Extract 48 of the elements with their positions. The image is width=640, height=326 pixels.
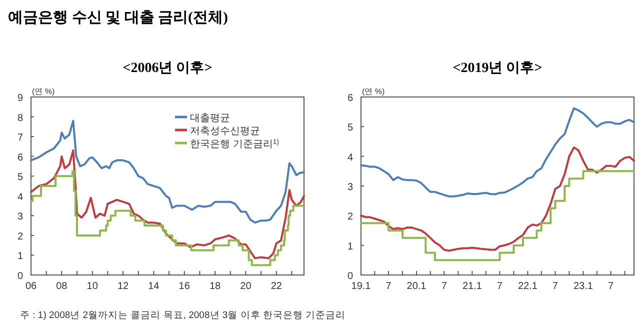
line-series [30,149,305,260]
x-tick-label: 7 [441,281,448,292]
y-tick-label: 2 [347,212,354,223]
x-tick-label: 10 [86,281,98,292]
text: 주 : 1) 2008년 2월까지는 콜금리 목표, 2008년 3월 이후 한국은행 기준금리 [20,310,346,321]
x-tick-label: 22 [270,281,282,292]
y-tick-label: 3 [347,182,354,193]
line-series [360,146,635,252]
y-tick-label: 0 [17,271,24,282]
y-tick-label: 9 [17,93,24,104]
x-tick-label: 7 [496,281,503,292]
x-tick-label: 21.1 [462,281,482,292]
y-tick-label: 3 [17,212,24,223]
x-tick-label: 7 [552,281,558,292]
legend-label: 대출평균 [190,113,230,124]
y-tick-label: 6 [17,152,24,164]
x-tick-label: 7 [608,281,614,292]
y-tick-label: 4 [17,192,24,203]
chart-title: <2019년 이후> [452,61,542,76]
x-tick-label: 18 [209,281,222,292]
y-tick-label: 5 [347,122,354,134]
y-axis-title: (연 %) [362,87,385,96]
y-axis-title: (연 %) [32,87,55,96]
legend-label: 한국은행 기준금리$^{1)}$ [190,138,280,150]
x-tick-label: 08 [56,281,68,292]
y-tick-label: 7 [17,132,24,144]
chart-title: 예금은행 수신 및 대출 금리(전체) [8,10,228,26]
x-tick-label: 14 [148,281,160,292]
x-tick-label: 16 [178,281,190,292]
chart-subtitle: <2006년 이후> [122,61,212,76]
x-tick-label: 23.1 [573,281,594,292]
x-tick-label: 20 [240,281,252,292]
y-tick-label: 4 [347,152,354,164]
line-series [360,107,635,198]
y-tick-label: 1 [347,241,354,252]
y-tick-label: 0 [347,271,354,282]
y-tick-label: 5 [17,172,24,184]
x-tick-label: 22.1 [518,281,538,292]
y-tick-label: 2 [17,231,24,242]
x-tick-label: 12 [117,281,130,292]
x-tick-label: 06 [25,281,37,292]
x-tick-label: 19.1 [351,281,372,292]
y-tick-label: 8 [17,112,24,124]
legend-label: 저축성수신평균 [190,126,260,137]
x-tick-label: 20.1 [406,281,427,292]
x-tick-label: 7 [386,281,392,292]
y-tick-label: 6 [347,93,354,104]
y-tick-label: 1 [17,251,24,262]
